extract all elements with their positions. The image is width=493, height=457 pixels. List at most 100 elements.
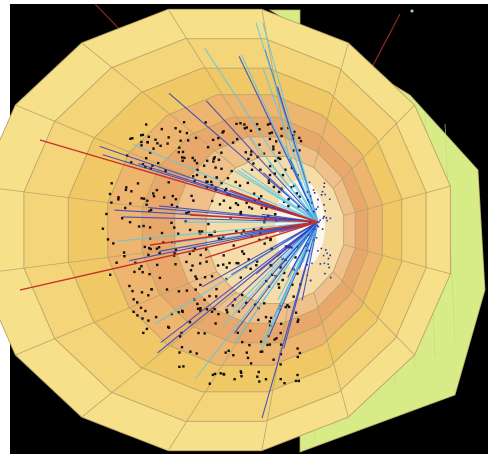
vertex-hit: [306, 264, 308, 266]
energy-hit: [268, 173, 272, 177]
energy-hit: [240, 371, 243, 374]
energy-hit: [298, 351, 302, 355]
energy-hit: [258, 380, 261, 383]
grid-spoke: [261, 303, 290, 451]
energy-hit: [273, 172, 276, 175]
vertex-hit: [329, 217, 332, 220]
energy-hit: [146, 199, 149, 202]
energy-hit: [181, 159, 184, 162]
energy-hit: [157, 161, 160, 165]
vertex-hit: [312, 189, 315, 191]
energy-hit: [177, 311, 180, 314]
energy-hit: [258, 238, 261, 242]
energy-hit: [166, 142, 169, 145]
energy-hit: [296, 320, 299, 323]
energy-hit: [212, 160, 215, 163]
energy-hit: [252, 162, 255, 165]
energy-hit: [109, 273, 112, 276]
grid-spoke: [343, 185, 451, 216]
particle-track: [240, 168, 319, 223]
vertex-hit: [308, 181, 311, 184]
energy-hit: [222, 373, 226, 376]
energy-hit: [260, 195, 263, 198]
energy-hit: [193, 247, 197, 251]
energy-hit: [117, 196, 120, 199]
energy-hit: [192, 175, 195, 178]
energy-hit: [145, 203, 148, 206]
energy-hit: [178, 130, 182, 133]
particle-track: [132, 143, 319, 223]
energy-hit: [142, 331, 145, 335]
energy-hit: [129, 202, 132, 205]
vertex-hit: [319, 219, 321, 221]
vertex-hit: [311, 262, 313, 265]
energy-hit: [279, 343, 283, 346]
energy-hit: [182, 365, 185, 368]
energy-hit: [213, 372, 217, 376]
energy-hit: [199, 309, 202, 312]
energy-hit: [147, 294, 150, 297]
energy-hit: [259, 350, 262, 353]
energy-hit: [241, 250, 244, 253]
energy-hit: [245, 351, 248, 354]
vertex-hit: [325, 216, 328, 219]
energy-hit: [266, 343, 269, 347]
energy-hit: [298, 136, 301, 140]
energy-hit: [252, 192, 256, 195]
vertex-hit: [313, 210, 315, 213]
energy-hit: [297, 205, 300, 208]
energy-hit: [283, 382, 286, 385]
energy-hit: [188, 320, 192, 324]
energy-hit: [170, 203, 174, 206]
energy-hit: [278, 304, 282, 308]
energy-hit: [268, 137, 272, 141]
energy-hit: [187, 210, 190, 214]
energy-hit: [239, 276, 242, 279]
beam-point: [410, 9, 414, 13]
energy-hit: [167, 136, 170, 139]
energy-hit: [147, 253, 150, 256]
energy-hit: [149, 208, 153, 212]
energy-hit: [218, 143, 222, 147]
energy-hit: [199, 253, 202, 257]
energy-hit: [220, 151, 223, 154]
particle-track-red: [204, 221, 319, 259]
energy-hit: [195, 173, 199, 177]
energy-hit: [136, 301, 139, 304]
energy-hit: [256, 375, 259, 378]
energy-hit: [215, 287, 218, 291]
energy-hit: [255, 123, 259, 126]
energy-hit: [263, 302, 266, 305]
energy-hit: [245, 126, 248, 129]
energy-hit: [177, 232, 180, 235]
energy-hit: [280, 127, 283, 130]
energy-hit: [275, 337, 278, 340]
energy-hit: [240, 375, 243, 378]
vertex-hit: [309, 195, 312, 198]
energy-hit: [245, 301, 248, 304]
energy-hit: [222, 254, 225, 257]
energy-hit: [237, 262, 240, 265]
energy-hit: [235, 261, 238, 265]
grid-spoke: [313, 292, 349, 418]
energy-hit: [142, 224, 145, 228]
grid-spoke: [332, 271, 415, 356]
energy-hit: [278, 151, 281, 154]
energy-hit: [187, 139, 190, 142]
energy-hit: [210, 180, 213, 183]
energy-hit: [257, 370, 260, 374]
energy-hit: [105, 212, 108, 216]
energy-hit: [243, 127, 247, 130]
energy-hit: [245, 201, 248, 205]
energy-hit: [265, 207, 268, 210]
energy-hit: [192, 199, 195, 202]
energy-hit: [148, 210, 151, 213]
energy-hit: [277, 286, 281, 289]
energy-hit: [255, 264, 258, 267]
energy-hit: [225, 266, 228, 269]
vertex-hit: [323, 203, 325, 206]
grid-spoke: [332, 104, 415, 189]
energy-hit: [140, 265, 143, 268]
energy-hit: [263, 242, 266, 245]
particle-track-red: [229, 189, 319, 223]
